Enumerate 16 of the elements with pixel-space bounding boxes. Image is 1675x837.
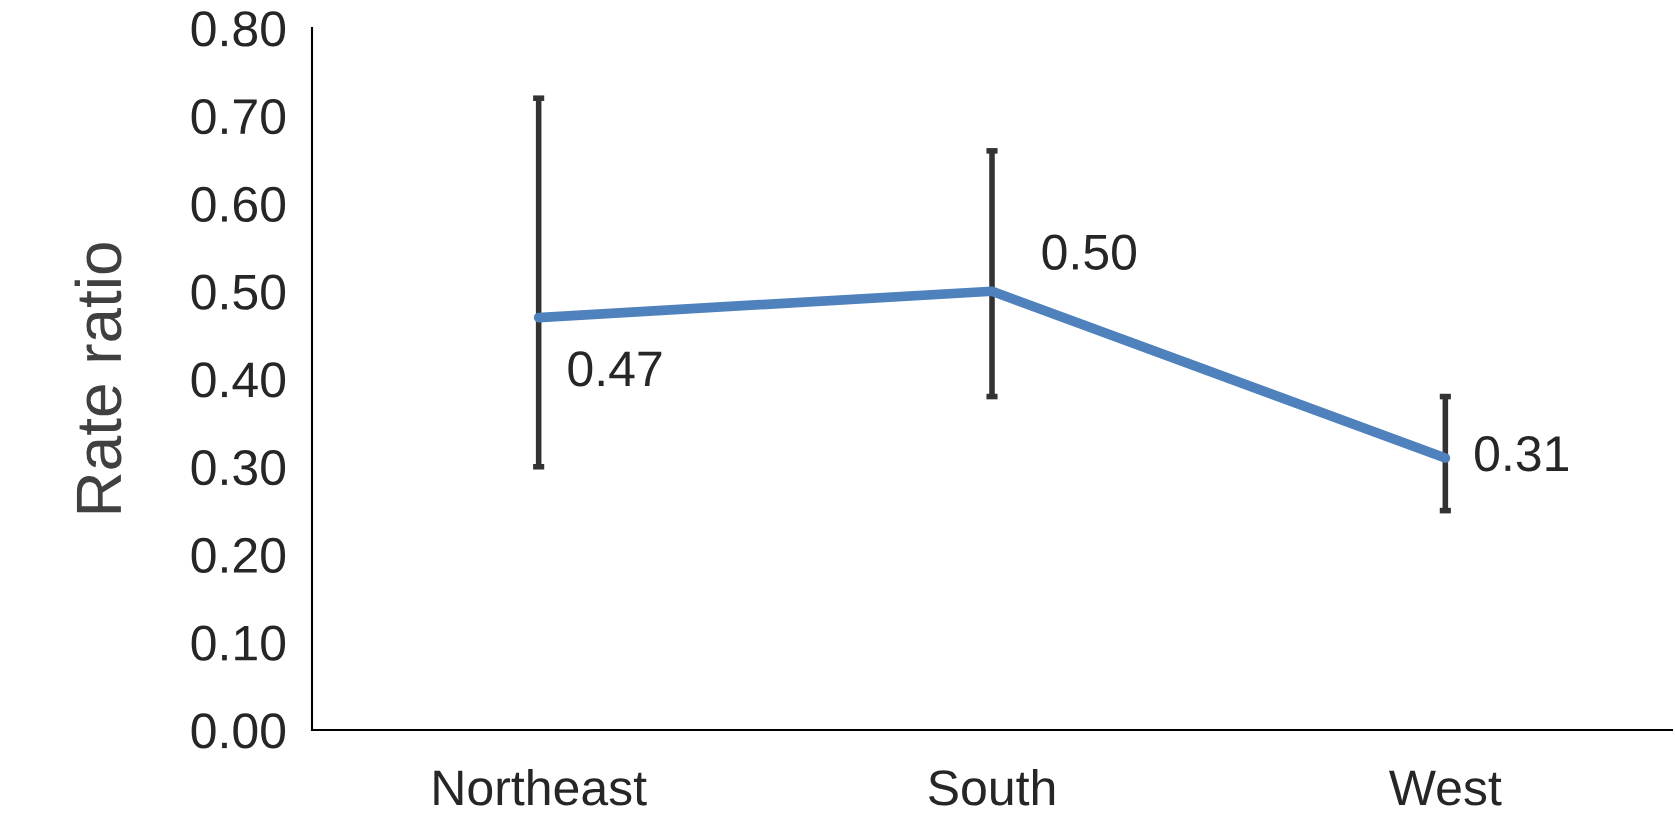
y-tick-label: 0.30 bbox=[191, 449, 286, 486]
y-tick-label: 0.20 bbox=[191, 537, 286, 574]
y-tick-label: 0.00 bbox=[191, 713, 286, 749]
y-tick-label: 0.50 bbox=[191, 274, 286, 310]
x-tick-label: South bbox=[928, 768, 1055, 806]
text: 0.31 bbox=[1475, 435, 1568, 472]
y-tick-label: 0.80 bbox=[191, 11, 286, 47]
y-tick-label: 0.40 bbox=[191, 362, 286, 398]
text: 0.47 bbox=[568, 351, 662, 387]
x-tick-label: West bbox=[1389, 770, 1502, 806]
y-axis-title: Rate ratio bbox=[74, 243, 122, 513]
y-tick-label: 0.70 bbox=[191, 98, 286, 135]
y-tick-label: 0.10 bbox=[191, 625, 286, 661]
text: 0.50 bbox=[1042, 234, 1136, 270]
y-tick-label: 0.60 bbox=[191, 186, 286, 223]
x-tick-label: Northeast bbox=[434, 768, 647, 806]
